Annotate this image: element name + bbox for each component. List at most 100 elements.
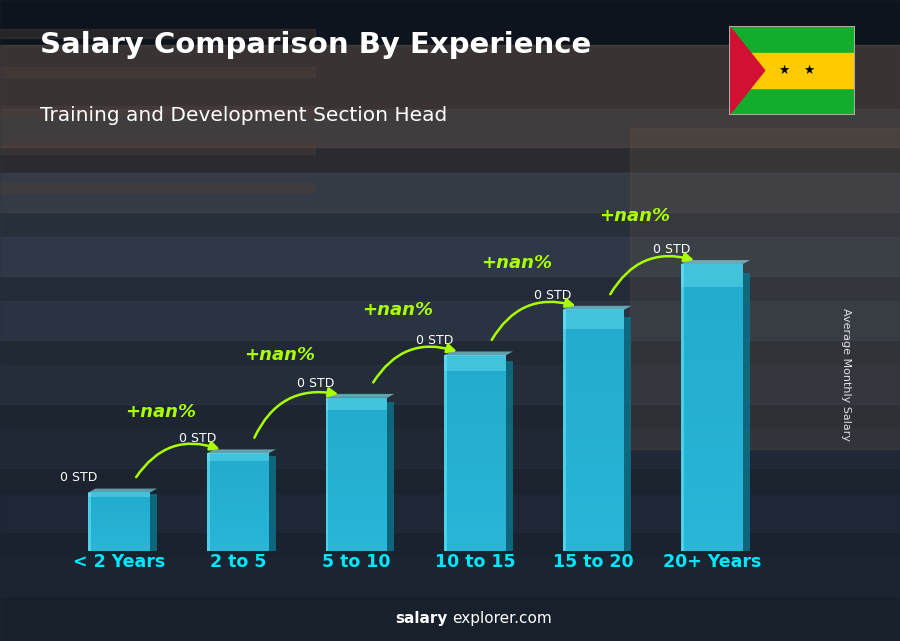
Bar xyxy=(207,522,268,524)
Bar xyxy=(681,451,742,458)
Bar xyxy=(681,494,742,501)
Text: +nan%: +nan% xyxy=(481,254,552,272)
Bar xyxy=(88,549,150,551)
Bar xyxy=(326,398,328,551)
Bar xyxy=(207,504,268,507)
Bar xyxy=(0,173,900,276)
Bar xyxy=(562,321,625,328)
Bar xyxy=(0,237,900,340)
Bar xyxy=(681,393,742,401)
Bar xyxy=(444,360,506,365)
Bar xyxy=(681,415,742,422)
Bar xyxy=(88,529,150,531)
Bar xyxy=(0,29,315,38)
Polygon shape xyxy=(268,456,275,551)
Bar xyxy=(444,424,506,429)
Bar xyxy=(444,463,506,468)
Bar xyxy=(562,310,625,316)
Bar xyxy=(207,499,268,503)
Bar xyxy=(681,264,742,287)
Bar xyxy=(88,498,150,500)
Text: 20+ Years: 20+ Years xyxy=(663,553,761,570)
Bar xyxy=(88,492,150,494)
Bar xyxy=(562,520,625,527)
Text: 0 STD: 0 STD xyxy=(60,471,97,485)
Bar xyxy=(681,278,742,285)
Bar xyxy=(207,519,268,522)
Bar xyxy=(562,467,625,473)
Bar xyxy=(681,350,742,357)
Bar xyxy=(562,340,625,346)
Bar xyxy=(562,333,625,340)
Bar xyxy=(326,505,387,509)
Bar xyxy=(326,494,387,497)
Bar xyxy=(88,520,150,522)
Bar xyxy=(326,486,387,490)
Bar xyxy=(0,109,900,212)
Bar xyxy=(562,352,625,358)
Bar xyxy=(0,365,900,468)
Bar xyxy=(207,537,268,539)
Bar xyxy=(444,502,506,507)
Bar xyxy=(207,458,268,461)
Bar xyxy=(88,524,150,526)
Bar xyxy=(681,328,742,336)
Bar xyxy=(207,468,268,470)
Bar xyxy=(444,448,506,453)
Polygon shape xyxy=(625,317,632,551)
Bar xyxy=(326,509,387,513)
Bar xyxy=(444,472,506,478)
Bar xyxy=(207,497,268,500)
Bar xyxy=(326,478,387,482)
Bar xyxy=(444,497,506,503)
Bar xyxy=(681,436,742,444)
Bar xyxy=(207,492,268,495)
Bar xyxy=(207,490,268,492)
Bar xyxy=(326,524,387,528)
Bar xyxy=(562,358,625,364)
Bar xyxy=(681,508,742,515)
Bar xyxy=(444,399,506,404)
Bar xyxy=(88,507,150,509)
Bar xyxy=(88,542,150,544)
Bar xyxy=(326,447,387,451)
Bar xyxy=(444,374,506,380)
Bar xyxy=(681,314,742,321)
Bar xyxy=(207,463,268,465)
Text: ★: ★ xyxy=(803,64,815,77)
Bar xyxy=(326,459,387,463)
Bar xyxy=(444,537,506,542)
Bar xyxy=(444,522,506,527)
Bar xyxy=(444,526,506,531)
Bar xyxy=(444,379,506,385)
Bar xyxy=(444,438,506,444)
Bar xyxy=(444,541,506,546)
Bar xyxy=(88,547,150,548)
Bar xyxy=(88,515,150,517)
Bar xyxy=(88,514,150,516)
Bar xyxy=(207,510,268,512)
Bar xyxy=(562,539,625,545)
Bar xyxy=(326,432,387,436)
Bar xyxy=(88,501,150,503)
Text: explorer.com: explorer.com xyxy=(453,611,553,626)
Text: +nan%: +nan% xyxy=(363,301,434,319)
Bar xyxy=(88,545,150,547)
Bar xyxy=(444,385,506,390)
Bar xyxy=(207,480,268,483)
Bar xyxy=(681,515,742,522)
Bar xyxy=(444,389,506,395)
Bar xyxy=(88,538,150,540)
Bar xyxy=(88,510,150,512)
Bar xyxy=(326,474,387,478)
Bar xyxy=(207,470,268,473)
Bar xyxy=(326,444,387,447)
Bar xyxy=(562,310,625,329)
Bar xyxy=(562,436,625,442)
Bar xyxy=(681,307,742,314)
Bar xyxy=(207,517,268,519)
Bar xyxy=(562,442,625,449)
Bar xyxy=(681,321,742,329)
Bar xyxy=(0,558,900,641)
Text: 0 STD: 0 STD xyxy=(297,377,335,390)
